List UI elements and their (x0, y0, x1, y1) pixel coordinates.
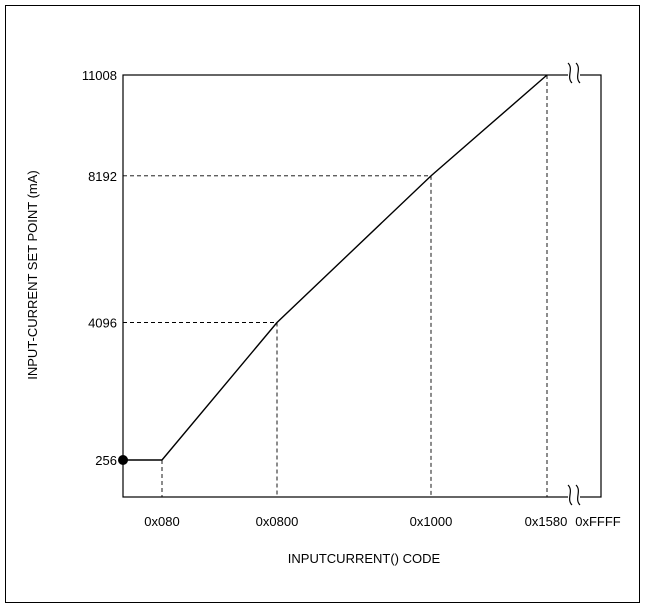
x-tick-label-4: 0xFFFF (575, 514, 621, 529)
axis-break-top (567, 62, 581, 84)
plot-area (122, 74, 602, 498)
axis-break-bottom (567, 484, 581, 506)
y-tick-label-1: 4096 (88, 316, 117, 331)
y-tick-label-3: 11008 (82, 68, 117, 83)
x-axis-label: INPUTCURRENT() CODE (288, 551, 441, 566)
x-tick-label-0: 0x080 (144, 514, 179, 529)
y-tick-label-2: 8192 (88, 169, 117, 184)
x-tick-label-2: 0x1000 (410, 514, 453, 529)
start-marker (118, 455, 128, 465)
y-tick-label-0: 256 (95, 453, 117, 468)
series-line-0 (123, 74, 548, 461)
y-axis-label: INPUT-CURRENT SET POINT (mA) (25, 170, 40, 379)
x-tick-label-1: 0x0800 (256, 514, 299, 529)
figure-frame (5, 5, 640, 603)
x-tick-label-3: 0x1580 (525, 514, 568, 529)
